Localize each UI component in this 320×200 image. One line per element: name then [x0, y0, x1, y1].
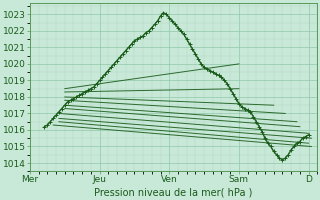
X-axis label: Pression niveau de la mer( hPa ): Pression niveau de la mer( hPa )	[94, 187, 253, 197]
